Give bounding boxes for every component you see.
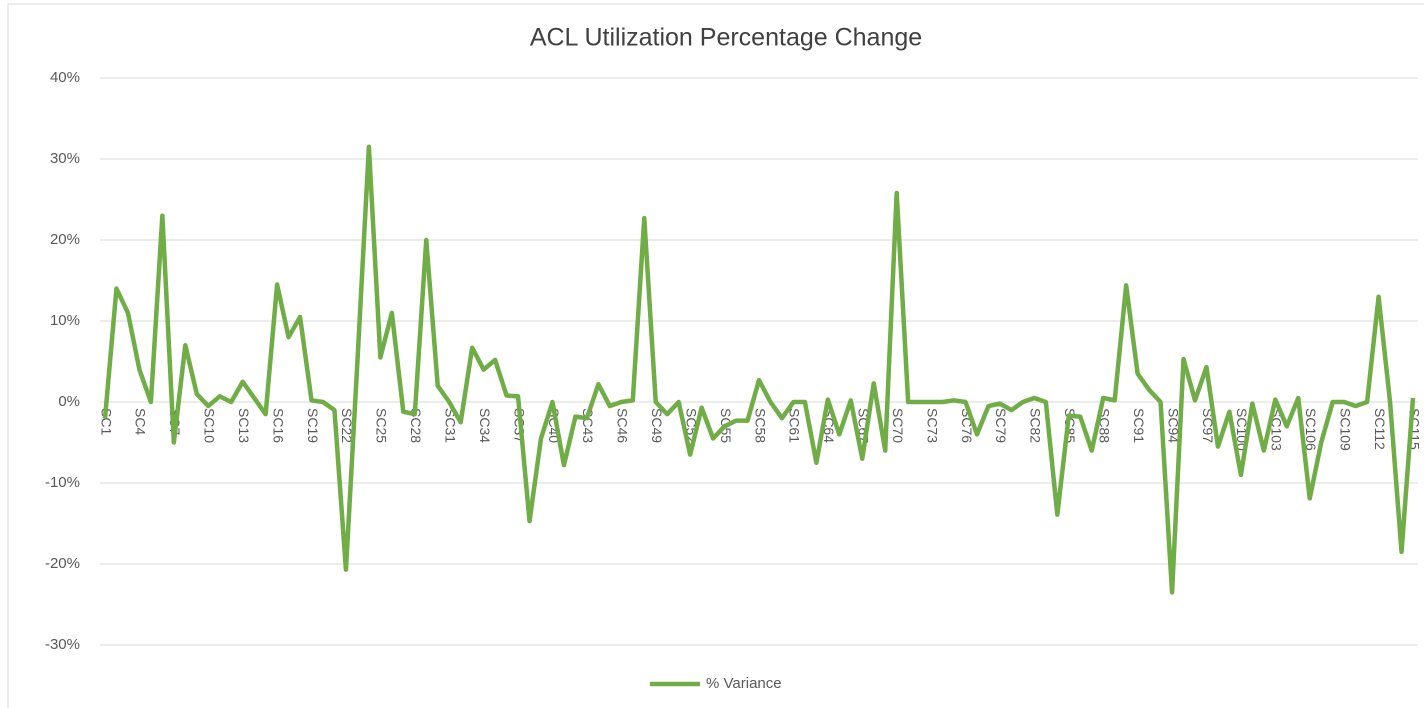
x-tick-label: SC58 xyxy=(752,408,768,443)
x-tick-label: SC73 xyxy=(924,408,940,443)
y-tick-label: -20% xyxy=(45,555,80,572)
chart-title: ACL Utilization Percentage Change xyxy=(530,24,922,52)
y-tick-label: 30% xyxy=(50,150,80,167)
x-tick-label: SC34 xyxy=(477,408,493,443)
x-tick-label: SC31 xyxy=(443,408,459,443)
x-tick-label: SC1 xyxy=(98,408,114,435)
y-tick-label: -10% xyxy=(45,474,80,491)
x-tick-label: SC4 xyxy=(133,408,149,435)
x-tick-label: SC70 xyxy=(890,408,906,443)
y-tick-label: -30% xyxy=(45,636,80,653)
y-tick-label: 40% xyxy=(50,69,80,86)
x-tick-label: SC94 xyxy=(1165,408,1181,443)
x-tick-label: SC49 xyxy=(649,408,665,443)
x-tick-label: SC79 xyxy=(993,408,1009,443)
x-tick-label: SC16 xyxy=(270,408,286,443)
x-tick-label: SC10 xyxy=(202,408,218,443)
x-tick-label: SC46 xyxy=(615,408,631,443)
y-tick-label: 20% xyxy=(50,231,80,248)
x-tick-label: SC109 xyxy=(1337,408,1353,451)
data-line xyxy=(102,144,1416,595)
y-tick-label: 0% xyxy=(58,393,80,410)
x-tick-label: SC13 xyxy=(236,408,252,443)
chart-frame xyxy=(7,3,1424,708)
x-tick-label: SC82 xyxy=(1028,408,1044,443)
legend-label: % Variance xyxy=(706,675,782,692)
x-tick-label: SC91 xyxy=(1131,408,1147,443)
x-tick-label: SC112 xyxy=(1372,408,1388,450)
x-tick-label: SC61 xyxy=(787,408,803,443)
x-tick-label: SC25 xyxy=(374,408,390,443)
x-tick-label: SC28 xyxy=(408,408,424,443)
x-tick-label: SC106 xyxy=(1303,408,1319,451)
y-tick-label: 10% xyxy=(50,312,80,329)
x-tick-label: SC19 xyxy=(305,408,321,443)
